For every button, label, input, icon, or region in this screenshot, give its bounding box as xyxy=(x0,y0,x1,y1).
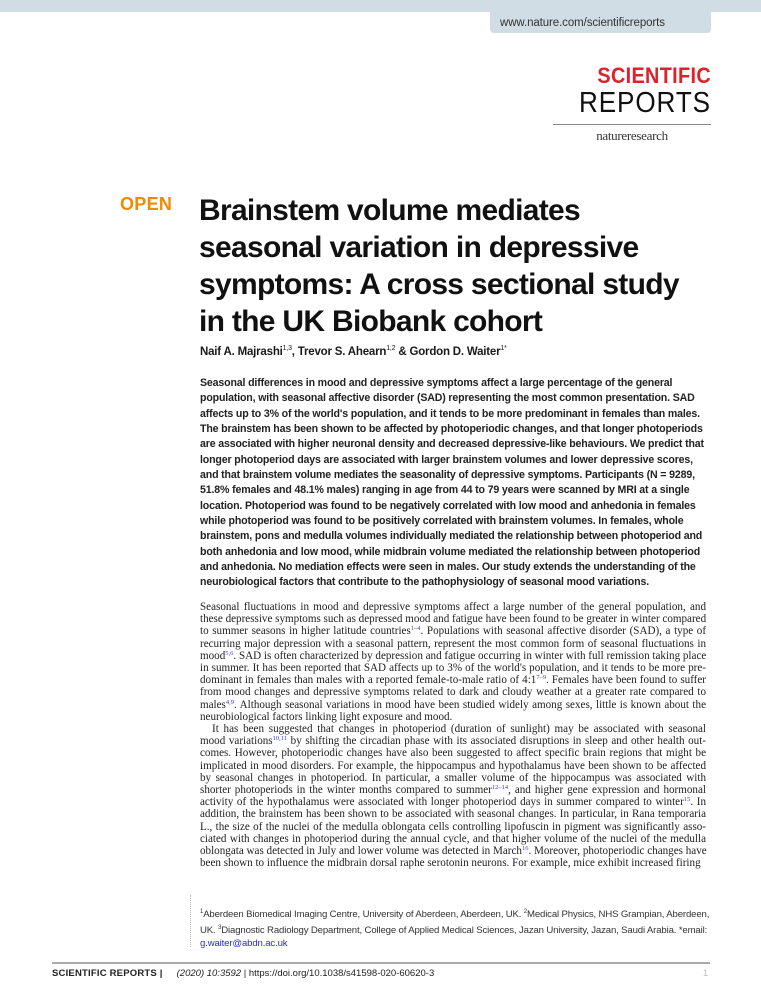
article-body: Seasonal fluctuations in mood and depres… xyxy=(200,601,707,870)
body-line: by seasonal changes in photoperiod. In p… xyxy=(200,771,706,784)
page-footer: SCIENTIFIC REPORTS | (2020) 10:3592 | htt… xyxy=(52,968,434,979)
body-line: ciated with changes in photoperiod durin… xyxy=(200,832,706,845)
author-affiliation: 1,2 xyxy=(386,345,396,352)
abstract-line: location. Photoperiod was found to be ne… xyxy=(200,499,696,512)
affiliation-number: 2 xyxy=(523,909,527,915)
reference-link[interactable]: 7–9 xyxy=(536,674,547,682)
author-list: Naif A. Majrashi1,3, Trevor S. Ahearn1,2… xyxy=(200,345,507,358)
affiliation-number: 3 xyxy=(218,924,222,931)
journal-logo: SCIENTIFIC REPORTS natureresearch xyxy=(553,64,711,144)
title-line: Brainstem volume mediates xyxy=(199,194,581,227)
logo-scientific: SCIENTIFIC xyxy=(597,63,711,88)
reference-link[interactable]: 10,11 xyxy=(272,735,288,743)
body-line: L., the size of the nuclei of the medull… xyxy=(200,820,706,833)
body-paragraph: It has been suggested that changes in ph… xyxy=(200,723,707,870)
abstract-line: Seasonal differences in mood and depress… xyxy=(200,377,673,389)
author-affiliation: 1,3 xyxy=(282,345,292,352)
body-line: neurobiological factors linking light ex… xyxy=(200,710,453,723)
abstract-line: affects up to 3% of the world's populati… xyxy=(200,407,700,420)
journal-url-link[interactable]: www.nature.com/scientificreports xyxy=(500,17,665,29)
body-line: comes. However, photoperiodic changes ha… xyxy=(200,747,706,760)
header-tab xyxy=(490,0,711,33)
abstract-line: The brainstem has been shown to be affec… xyxy=(200,423,703,436)
logo-reports: REPORTS xyxy=(578,87,711,119)
affiliation-text: Medical Physics, NHS Grampian, Aberdeen,… xyxy=(200,909,710,937)
affiliation-text: Aberdeen Biomedical Imaging Centre, Univ… xyxy=(203,909,524,921)
body-line: shorter photoperiods in the winter month… xyxy=(200,784,706,797)
article-title: Brainstem volume mediates seasonal varia… xyxy=(199,192,739,340)
author-name[interactable]: Naif A. Majrashi xyxy=(200,345,283,358)
affiliation-text: Diagnostic Radiology Department, College… xyxy=(221,925,679,937)
abstract-line: brainstem, pons and medulla volumes indi… xyxy=(200,530,703,543)
body-line: to summer seasons in higher latitude cou… xyxy=(200,625,707,638)
abstract-line: longer photoperiod days are associated w… xyxy=(200,453,693,466)
body-line: mood variations10,11 by shifting the cir… xyxy=(200,735,706,748)
reference-link[interactable]: 1–4 xyxy=(410,625,421,633)
body-line: recurring major depression with a season… xyxy=(200,637,706,650)
body-line: activity of the hypothalamus were associ… xyxy=(200,796,706,809)
body-line: addition, the brainstem has been shown t… xyxy=(200,808,706,821)
email-link[interactable]: g.waiter@abdn.ac.uk xyxy=(200,937,288,949)
abstract-line: population, with seasonal affective diso… xyxy=(200,392,695,405)
body-line: dominant in females than males with a re… xyxy=(200,674,706,687)
abstract-line: 51.8% females and 48.1% males) ranging i… xyxy=(200,484,690,497)
body-line: in summer. It has been reported that SAD… xyxy=(200,662,706,675)
body-paragraph: Seasonal fluctuations in mood and depres… xyxy=(200,601,706,723)
reference-link[interactable]: 16 xyxy=(521,845,529,853)
author-separator: & xyxy=(395,345,410,358)
abstract-line: while photoperiod was found to be positi… xyxy=(200,515,684,528)
logo-divider xyxy=(553,124,711,125)
footer-citation: (2020) 10:3592 xyxy=(176,968,242,979)
author-separator: , xyxy=(291,345,298,358)
footer-doi-link[interactable]: | https://doi.org/10.1038/s41598-020-606… xyxy=(241,968,435,979)
footnote-divider xyxy=(190,895,191,947)
body-line: males4,9. Although seasonal variations i… xyxy=(200,698,706,711)
affiliation-number: 1 xyxy=(200,909,204,915)
open-access-label: OPEN xyxy=(120,194,173,214)
abstract: Seasonal differences in mood and depress… xyxy=(200,376,710,591)
author-name[interactable]: Trevor S. Ahearn xyxy=(297,345,387,358)
affiliations-footnote: 1Aberdeen Biomedical Imaging Centre, Uni… xyxy=(200,906,712,951)
title-line: symptoms: A cross sectional study xyxy=(199,268,680,301)
reference-link[interactable]: 4,9 xyxy=(225,698,235,706)
body-line: Seasonal fluctuations in mood and depres… xyxy=(200,601,706,613)
author-name[interactable]: Gordon D. Waiter xyxy=(409,345,501,358)
footer-journal: SCIENTIFIC REPORTS | xyxy=(52,968,163,979)
footer-rule xyxy=(52,962,710,964)
abstract-line: and that brainstem volume mediates the s… xyxy=(200,469,695,482)
email-label: *email: xyxy=(678,925,708,937)
page-number: 1 xyxy=(703,968,709,978)
author-affiliation: 1* xyxy=(500,345,507,352)
abstract-line: neurobiological factors that contribute … xyxy=(200,576,649,589)
title-line: seasonal variation in depressive xyxy=(199,231,639,264)
body-line: implicated in mood disorders. For exampl… xyxy=(200,759,706,772)
abstract-line: are associated with higher neuronal dens… xyxy=(200,438,704,451)
body-line: these depressive symptoms such as depres… xyxy=(200,613,707,626)
abstract-line: and anhedonia. No mediation effects were… xyxy=(200,561,696,574)
reference-link[interactable]: 5,6 xyxy=(225,649,234,657)
body-line: oblongata was detected in July and lower… xyxy=(200,845,707,858)
reference-link[interactable]: 15 xyxy=(683,796,691,804)
body-line: It has been suggested that changes in ph… xyxy=(212,723,706,736)
abstract-line: both anhedonia and low mood, while midbr… xyxy=(200,545,701,558)
body-line: from mood changes and depressive symptom… xyxy=(200,686,706,699)
body-line: been shown to influence the midbrain dor… xyxy=(200,857,701,870)
title-line: in the UK Biobank cohort xyxy=(199,305,543,338)
body-line: mood5,6. SAD is often characterized by d… xyxy=(200,649,707,662)
logo-publisher: natureresearch xyxy=(596,128,668,143)
reference-link[interactable]: 12–14 xyxy=(491,784,509,792)
